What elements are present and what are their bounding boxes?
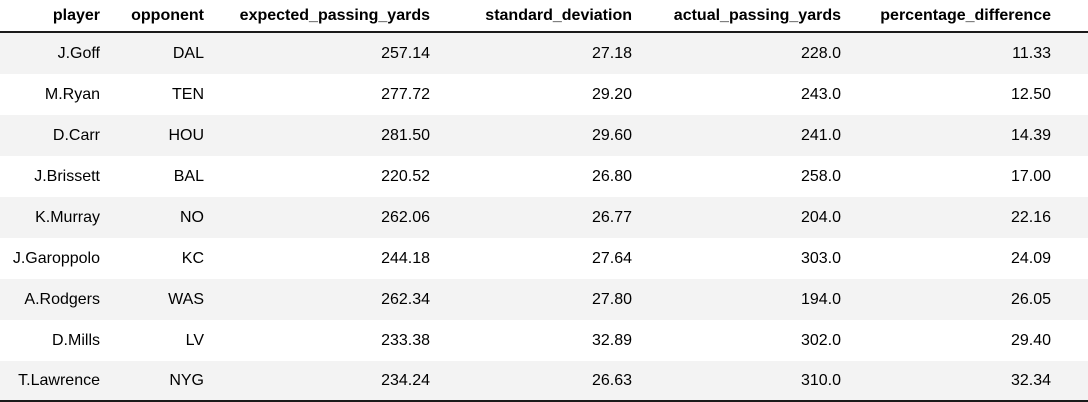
cell-expected_passing_yards: 257.14 <box>381 44 430 62</box>
cell-opponent: LV <box>185 331 204 349</box>
cell-expected_passing_yards: 234.24 <box>381 371 430 389</box>
cell-percentage_difference: 26.05 <box>1010 290 1051 308</box>
cell-player: K.Murray <box>35 208 100 226</box>
column-header-opponent: opponent <box>112 0 216 33</box>
cell-standard_deviation: 29.20 <box>591 85 632 103</box>
cell-standard_deviation: 32.89 <box>591 331 632 349</box>
cell-percentage_difference: 29.40 <box>1010 331 1051 349</box>
column-header-expected_passing_yards: expected_passing_yards <box>216 0 442 33</box>
cell-opponent: DAL <box>172 44 204 62</box>
cell-standard_deviation: 27.18 <box>591 44 632 62</box>
table-row: D.Mills LV 233.38 32.89 302.0 29.40 <box>0 320 1088 361</box>
cell-opponent: BAL <box>173 167 204 185</box>
cell-actual_passing_yards: 194.0 <box>800 290 841 308</box>
cell-standard_deviation: 29.60 <box>591 126 632 144</box>
cell-opponent: WAS <box>168 290 204 308</box>
cell-expected_passing_yards: 281.50 <box>381 126 430 144</box>
cell-player: T.Lawrence <box>18 371 100 389</box>
cell-actual_passing_yards: 258.0 <box>800 167 841 185</box>
cell-expected_passing_yards: 244.18 <box>381 249 430 267</box>
cell-player: J.Goff <box>57 44 100 62</box>
cell-standard_deviation: 26.63 <box>591 371 632 389</box>
cell-actual_passing_yards: 243.0 <box>800 85 841 103</box>
cell-standard_deviation: 26.80 <box>591 167 632 185</box>
cell-expected_passing_yards: 277.72 <box>381 85 430 103</box>
cell-opponent: NO <box>180 208 204 226</box>
cell-player: D.Mills <box>52 331 100 349</box>
cell-expected_passing_yards: 233.38 <box>381 331 430 349</box>
column-header-percentage_difference: percentage_difference <box>853 0 1088 33</box>
cell-percentage_difference: 32.34 <box>1010 371 1051 389</box>
cell-expected_passing_yards: 220.52 <box>381 167 430 185</box>
cell-actual_passing_yards: 303.0 <box>800 249 841 267</box>
cell-expected_passing_yards: 262.34 <box>381 290 430 308</box>
table-row: J.Garoppolo KC 244.18 27.64 303.0 24.09 <box>0 238 1088 279</box>
cell-actual_passing_yards: 204.0 <box>800 208 841 226</box>
cell-expected_passing_yards: 262.06 <box>381 208 430 226</box>
table-row: D.Carr HOU 281.50 29.60 241.0 14.39 <box>0 115 1088 156</box>
column-header-actual_passing_yards: actual_passing_yards <box>644 0 853 33</box>
cell-standard_deviation: 26.77 <box>591 208 632 226</box>
cell-actual_passing_yards: 310.0 <box>800 371 841 389</box>
table-row: K.Murray NO 262.06 26.77 204.0 22.16 <box>0 197 1088 238</box>
cell-percentage_difference: 22.16 <box>1010 208 1051 226</box>
cell-percentage_difference: 11.33 <box>1012 44 1051 62</box>
table-row: J.Brissett BAL 220.52 26.80 258.0 17.00 <box>0 156 1088 197</box>
cell-actual_passing_yards: 241.0 <box>800 126 841 144</box>
cell-player: M.Ryan <box>44 85 100 103</box>
cell-opponent: NYG <box>169 371 204 389</box>
cell-percentage_difference: 14.39 <box>1010 126 1051 144</box>
cell-percentage_difference: 17.00 <box>1010 167 1051 185</box>
column-header-standard_deviation: standard_deviation <box>442 0 644 33</box>
table-row: J.Goff DAL 257.14 27.18 228.0 11.33 <box>0 32 1088 74</box>
cell-opponent: HOU <box>168 126 204 144</box>
cell-player: D.Carr <box>52 126 100 144</box>
table-row: A.Rodgers WAS 262.34 27.80 194.0 26.05 <box>0 279 1088 320</box>
cell-player: J.Brissett <box>34 167 100 185</box>
column-header-player: player <box>0 0 112 33</box>
cell-opponent: TEN <box>172 85 204 103</box>
cell-player: J.Garoppolo <box>12 249 100 267</box>
cell-opponent: KC <box>181 249 204 267</box>
table-row: T.Lawrence NYG 234.24 26.63 310.0 32.34 <box>0 361 1088 401</box>
cell-percentage_difference: 24.09 <box>1010 249 1051 267</box>
table-row: M.Ryan TEN 277.72 29.20 243.0 12.50 <box>0 74 1088 115</box>
cell-actual_passing_yards: 302.0 <box>800 331 841 349</box>
cell-actual_passing_yards: 228.0 <box>800 44 841 62</box>
cell-standard_deviation: 27.64 <box>591 249 632 267</box>
table-body: J.Goff DAL 257.14 27.18 228.0 11.33 M.Ryan TEN 2… <box>0 32 1088 401</box>
table-header: player opponent expected_passing_yards stan… <box>0 0 1088 33</box>
cell-standard_deviation: 27.80 <box>591 290 632 308</box>
cell-percentage_difference: 12.50 <box>1010 85 1051 103</box>
header-row: player opponent expected_passing_yards stan… <box>0 0 1088 33</box>
cell-player: A.Rodgers <box>24 290 100 308</box>
